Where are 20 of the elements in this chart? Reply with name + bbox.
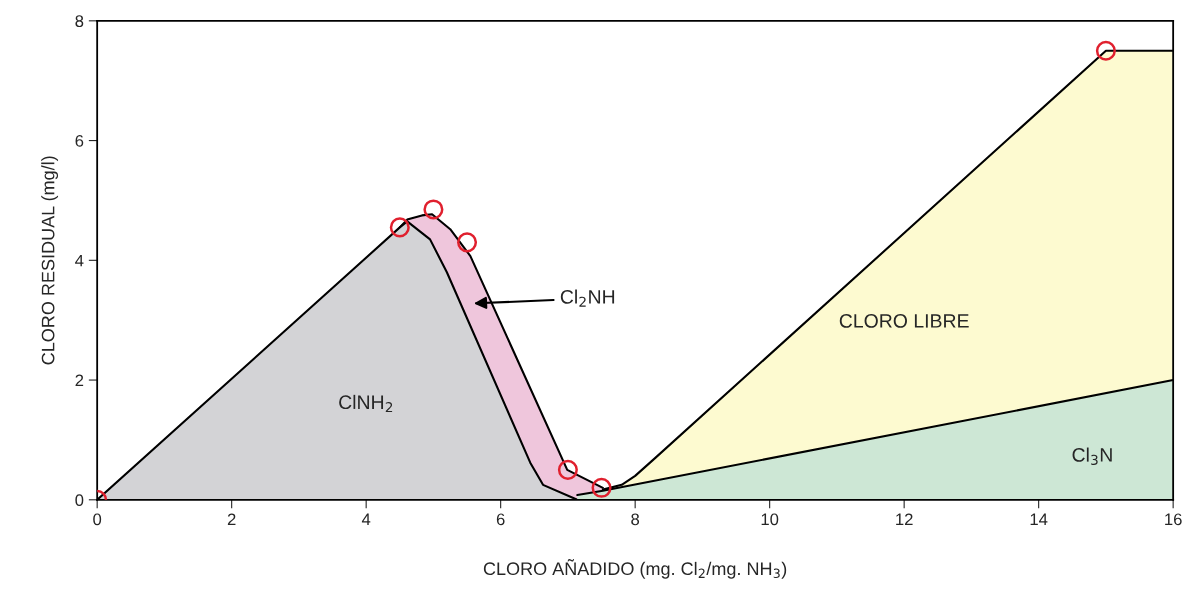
x-tick-label: 10 [761, 513, 779, 526]
y-tick-label: 8 [75, 15, 84, 28]
annotation: Cl$_{2}$NH [560, 289, 615, 307]
x-tick-label: 4 [361, 513, 371, 526]
x-tick-label: 12 [896, 513, 913, 526]
x-tick-label: 14 [1030, 513, 1048, 526]
annotation: CLORO LIBRE [839, 314, 969, 328]
x-axis-title: CLORO AÑADIDO (mg. Cl$_{2}$/mg. NH$_{3}$) [483, 559, 787, 579]
x-tick-label: 6 [496, 513, 505, 526]
y-tick-label: 6 [75, 134, 84, 147]
x-tick-label: 8 [631, 513, 640, 526]
annotation: ClNH$_{2}$ [339, 394, 393, 413]
y-tick-label: 0 [75, 494, 84, 506]
x-tick-label: 2 [227, 513, 236, 526]
y-axis-title: CLORO RESIDUAL (mg/l) [41, 156, 59, 365]
annotation: Cl$_{3}$N [1072, 447, 1112, 465]
y-tick-label: 4 [75, 254, 84, 267]
x-tick-label: 16 [1165, 513, 1182, 526]
x-tick-label: 0 [93, 513, 102, 526]
y-tick-label: 2 [75, 374, 84, 387]
